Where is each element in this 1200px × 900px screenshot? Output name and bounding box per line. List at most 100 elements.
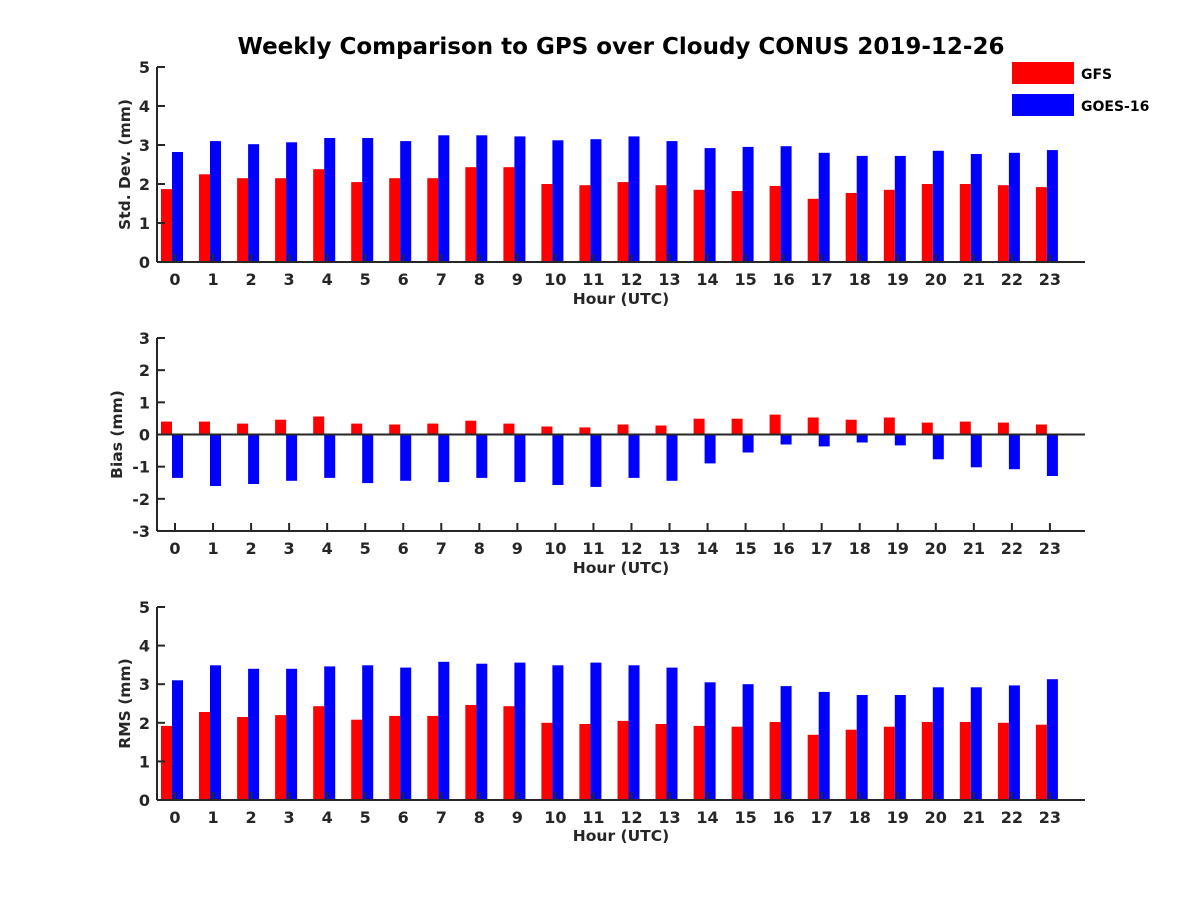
x-tick-label: 23 [1039, 539, 1061, 558]
bar-gfs-19 [883, 417, 895, 435]
bar-goes-16-0 [172, 152, 183, 262]
x-tick-label: 5 [360, 808, 371, 827]
bar-goes-16-7 [438, 661, 450, 800]
bar-goes-16-7 [438, 135, 450, 263]
bar-goes-16-22 [1008, 152, 1020, 262]
bar-gfs-0 [161, 421, 172, 435]
bar-gfs-19 [883, 189, 895, 262]
bar-gfs-4 [313, 169, 325, 262]
x-tick-label: 15 [734, 270, 756, 289]
bar-gfs-12 [617, 720, 629, 800]
x-tick-label: 10 [544, 270, 566, 289]
bar-gfs-14 [693, 725, 705, 800]
bar-gfs-6 [389, 424, 401, 435]
bar-gfs-16 [769, 414, 781, 435]
x-tick-label: 12 [620, 539, 642, 558]
x-axis-label: Hour (UTC) [573, 290, 669, 308]
bar-gfs-1 [199, 174, 210, 263]
bar-gfs-14 [693, 189, 705, 262]
bar-gfs-2 [237, 178, 249, 262]
bar-goes-16-23 [1046, 434, 1058, 476]
bar-gfs-21 [959, 421, 971, 435]
x-tick-label: 10 [544, 539, 566, 558]
x-tick-label: 11 [582, 270, 604, 289]
bar-gfs-4 [313, 416, 325, 435]
x-tick-label: 22 [1001, 808, 1023, 827]
x-tick-label: 0 [169, 539, 180, 558]
y-tick-label: -2 [132, 490, 150, 509]
x-tick-label: 5 [360, 270, 371, 289]
y-tick-label: 3 [139, 136, 150, 155]
bar-goes-16-6 [400, 141, 412, 262]
x-tick-label: 19 [887, 270, 909, 289]
bar-goes-16-19 [894, 434, 906, 446]
bar-goes-16-20 [932, 687, 944, 800]
bar-gfs-15 [731, 191, 743, 262]
bar-gfs-20 [921, 722, 933, 800]
x-tick-label: 15 [734, 539, 756, 558]
bar-gfs-13 [655, 724, 667, 800]
bar-gfs-1 [199, 712, 210, 800]
chart-title: Weekly Comparison to GPS over Cloudy CON… [238, 34, 1005, 60]
x-tick-label: 14 [696, 270, 718, 289]
bar-gfs-8 [465, 705, 477, 800]
bar-goes-16-15 [742, 434, 754, 453]
x-tick-label: 4 [322, 539, 333, 558]
bar-goes-16-5 [362, 434, 374, 484]
bar-goes-16-21 [970, 154, 982, 262]
bar-gfs-21 [959, 722, 971, 800]
bar-gfs-9 [503, 423, 515, 435]
bar-gfs-17 [807, 734, 819, 800]
bar-goes-16-8 [476, 434, 488, 478]
bar-goes-16-12 [628, 665, 640, 800]
x-tick-label: 2 [246, 270, 257, 289]
bar-gfs-22 [997, 722, 1009, 800]
bar-gfs-23 [1035, 187, 1047, 262]
y-axis-label: RMS (mm) [116, 658, 134, 748]
x-tick-label: 1 [207, 270, 218, 289]
x-tick-label: 8 [474, 808, 485, 827]
bar-gfs-12 [617, 182, 629, 262]
x-tick-label: 21 [963, 539, 985, 558]
x-tick-label: 9 [512, 808, 523, 827]
bar-goes-16-4 [324, 666, 336, 800]
y-tick-label: 4 [139, 637, 150, 656]
x-tick-label: 4 [322, 270, 333, 289]
bar-goes-16-3 [286, 434, 298, 481]
bar-goes-16-16 [780, 146, 792, 262]
x-tick-label: 13 [658, 808, 680, 827]
bar-goes-16-5 [362, 138, 374, 262]
x-tick-label: 13 [658, 270, 680, 289]
bar-gfs-13 [655, 185, 667, 262]
bar-goes-16-8 [476, 135, 488, 263]
bar-goes-16-22 [1008, 434, 1020, 470]
y-tick-label: 0 [139, 253, 150, 272]
bar-gfs-1 [199, 421, 210, 435]
bar-goes-16-6 [400, 434, 412, 481]
bar-goes-16-12 [628, 434, 640, 478]
bar-goes-16-13 [666, 434, 678, 481]
x-tick-label: 12 [620, 808, 642, 827]
x-tick-label: 2 [246, 808, 257, 827]
x-tick-label: 16 [773, 808, 795, 827]
bar-gfs-5 [351, 719, 363, 800]
bar-goes-16-23 [1046, 679, 1058, 800]
bar-gfs-3 [275, 419, 287, 435]
x-tick-label: 4 [322, 808, 333, 827]
x-tick-label: 11 [582, 539, 604, 558]
y-tick-label: 2 [139, 175, 150, 194]
bar-gfs-17 [807, 417, 819, 435]
bar-gfs-6 [389, 178, 401, 262]
bar-goes-16-8 [476, 663, 488, 800]
x-tick-label: 13 [658, 539, 680, 558]
bar-goes-16-2 [248, 434, 260, 484]
y-axis-label: Std. Dev. (mm) [116, 99, 134, 230]
y-tick-label: -1 [132, 458, 150, 477]
x-tick-label: 16 [773, 270, 795, 289]
bar-gfs-2 [237, 423, 249, 435]
y-tick-label: 5 [139, 58, 150, 77]
bar-gfs-12 [617, 424, 629, 435]
